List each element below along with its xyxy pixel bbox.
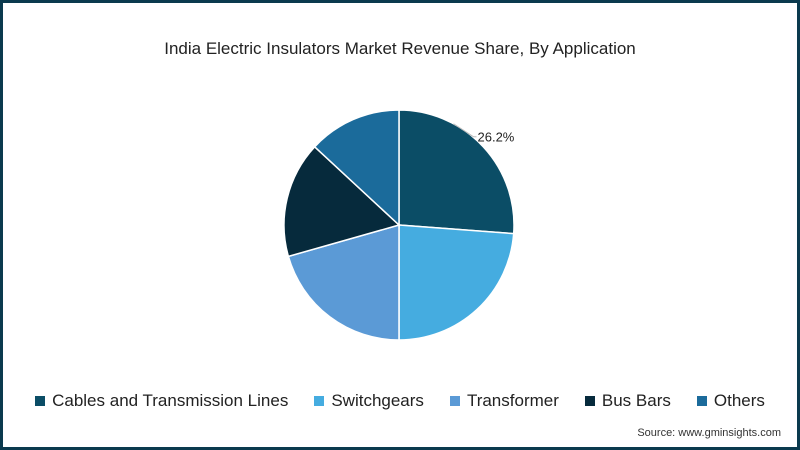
legend-label: Transformer	[466, 391, 559, 410]
pie-slice-switchgears	[398, 224, 515, 341]
pie-slice-bus-bars	[283, 145, 401, 258]
legend-swatch	[35, 396, 46, 406]
legend-swatch	[696, 396, 707, 406]
source-note: Source: www.gminsights.com	[637, 427, 781, 439]
legend-item: Others	[696, 391, 765, 411]
pie-slice-others	[313, 109, 400, 227]
pie-slice-cables-and-transmission-lines	[398, 109, 515, 235]
legend-label: Switchgears	[331, 391, 424, 410]
data-label: 26.2%	[478, 130, 515, 145]
legend-swatch	[449, 396, 460, 406]
legend-item: Transformer	[449, 391, 559, 411]
chart-title: India Electric Insulators Market Revenue…	[164, 39, 636, 58]
pie-slice-transformer	[287, 224, 400, 341]
legend-item: Cables and Transmission Lines	[35, 391, 288, 411]
legend-swatch	[314, 396, 325, 406]
legend-label: Bus Bars	[601, 391, 671, 410]
legend-swatch	[584, 396, 595, 406]
legend-label: Cables and Transmission Lines	[52, 391, 289, 410]
legend-item: Bus Bars	[584, 391, 671, 411]
legend-label: Others	[713, 391, 765, 410]
data-label-leader	[453, 123, 477, 138]
legend: Cables and Transmission Lines Switchgears…	[3, 391, 797, 411]
legend-item: Switchgears	[314, 391, 424, 411]
